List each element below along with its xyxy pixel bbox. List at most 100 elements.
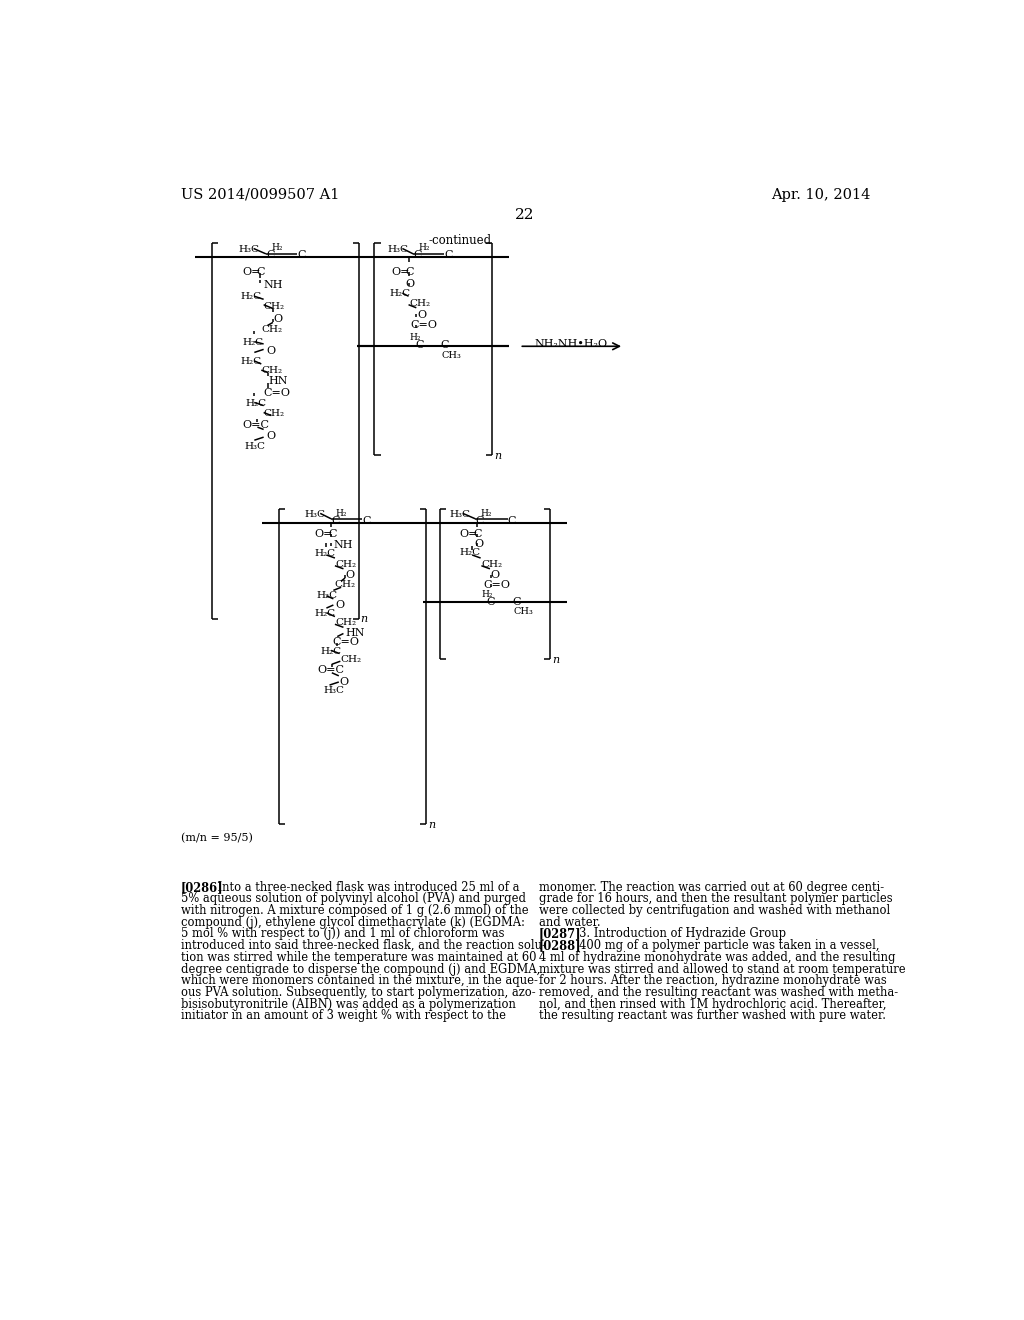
Text: O: O <box>266 430 275 441</box>
Text: C: C <box>475 516 483 525</box>
Text: grade for 16 hours, and then the resultant polymer particles: grade for 16 hours, and then the resulta… <box>539 892 892 906</box>
Text: n: n <box>360 614 368 624</box>
Text: CH₂: CH₂ <box>335 618 356 627</box>
Text: O: O <box>490 570 500 581</box>
Text: H₂: H₂ <box>481 590 493 598</box>
Text: 5 mol % with respect to (j)) and 1 ml of chloroform was: 5 mol % with respect to (j)) and 1 ml of… <box>180 928 504 940</box>
Text: with nitrogen. A mixture composed of 1 g (2.6 mmol) of the: with nitrogen. A mixture composed of 1 g… <box>180 904 528 917</box>
Text: nol, and then rinsed with 1M hydrochloric acid. Thereafter,: nol, and then rinsed with 1M hydrochlori… <box>539 998 886 1011</box>
Text: bisisobutyronitrile (AIBN) was added as a polymerization: bisisobutyronitrile (AIBN) was added as … <box>180 998 515 1011</box>
Text: HN: HN <box>268 376 288 387</box>
Text: H₂C: H₂C <box>314 549 335 558</box>
Text: H₂: H₂ <box>271 243 283 252</box>
Text: NH₂NH•H₂O: NH₂NH•H₂O <box>535 339 608 348</box>
Text: C: C <box>414 249 422 260</box>
Text: C: C <box>266 249 274 260</box>
Text: CH₂: CH₂ <box>410 300 430 309</box>
Text: HN: HN <box>345 628 365 638</box>
Text: C=O: C=O <box>410 321 437 330</box>
Text: H₂C: H₂C <box>241 358 261 366</box>
Text: 400 mg of a polymer particle was taken in a vessel,: 400 mg of a polymer particle was taken i… <box>564 940 880 952</box>
Text: 3. Introduction of Hydrazide Group: 3. Introduction of Hydrazide Group <box>564 928 786 940</box>
Text: for 2 hours. After the reaction, hydrazine monohydrate was: for 2 hours. After the reaction, hydrazi… <box>539 974 887 987</box>
Text: [0288]: [0288] <box>539 940 582 952</box>
Text: H₃C: H₃C <box>324 686 344 694</box>
Text: H₂: H₂ <box>480 508 493 517</box>
Text: ous PVA solution. Subsequently, to start polymerization, azo-: ous PVA solution. Subsequently, to start… <box>180 986 536 999</box>
Text: O=: O= <box>460 529 478 539</box>
Text: H₂: H₂ <box>336 508 347 517</box>
Text: C: C <box>512 597 521 606</box>
Text: H₂C: H₂C <box>241 293 261 301</box>
Text: H₂C: H₂C <box>243 338 264 347</box>
Text: CH₂: CH₂ <box>263 302 285 312</box>
Text: Into a three-necked flask was introduced 25 ml of a: Into a three-necked flask was introduced… <box>206 880 520 894</box>
Text: H₃C: H₃C <box>388 244 409 253</box>
Text: C: C <box>508 516 516 525</box>
Text: O=C: O=C <box>317 665 345 675</box>
Text: H₂: H₂ <box>410 333 421 342</box>
Text: H₃C: H₃C <box>239 244 260 253</box>
Text: C: C <box>486 597 496 606</box>
Text: C=O: C=O <box>483 579 511 590</box>
Text: C: C <box>406 267 414 277</box>
Text: removed, and the resulting reactant was washed with metha-: removed, and the resulting reactant was … <box>539 986 898 999</box>
Text: H₂C: H₂C <box>390 289 411 298</box>
Text: compound (j), ethylene glycol dimethacrylate (k) (EGDMA:: compound (j), ethylene glycol dimethacry… <box>180 916 524 929</box>
Text: O: O <box>266 346 275 356</box>
Text: the resulting reactant was further washed with pure water.: the resulting reactant was further washe… <box>539 1010 886 1023</box>
Text: O: O <box>345 570 354 581</box>
Text: C=O: C=O <box>263 388 291 397</box>
Text: O: O <box>406 279 415 289</box>
Text: NH: NH <box>334 540 353 549</box>
Text: [0287]: [0287] <box>539 928 582 940</box>
Text: C=O: C=O <box>333 638 359 647</box>
Text: H₃C: H₃C <box>305 511 326 519</box>
Text: C: C <box>328 529 337 539</box>
Text: O=: O= <box>243 267 261 277</box>
Text: -continued: -continued <box>429 234 492 247</box>
Text: O: O <box>340 677 349 686</box>
Text: and water.: and water. <box>539 916 600 929</box>
Text: CH₂: CH₂ <box>340 655 361 664</box>
Text: CH₃: CH₃ <box>513 607 534 616</box>
Text: CH₃: CH₃ <box>442 351 462 360</box>
Text: CH₂: CH₂ <box>263 409 285 417</box>
Text: C: C <box>474 529 482 539</box>
Text: n: n <box>552 655 559 665</box>
Text: H₂C: H₂C <box>460 548 481 557</box>
Text: O=: O= <box>391 267 410 277</box>
Text: C: C <box>297 249 305 260</box>
Text: O=: O= <box>314 529 333 539</box>
Text: O: O <box>474 539 483 549</box>
Text: CH₂: CH₂ <box>335 560 356 569</box>
Text: were collected by centrifugation and washed with methanol: were collected by centrifugation and was… <box>539 904 890 917</box>
Text: n: n <box>428 820 435 830</box>
Text: H₂C: H₂C <box>321 647 341 656</box>
Text: H₃C: H₃C <box>245 442 265 450</box>
Text: which were monomers contained in the mixture, in the aque-: which were monomers contained in the mix… <box>180 974 538 987</box>
Text: Apr. 10, 2014: Apr. 10, 2014 <box>771 187 870 202</box>
Text: H₂: H₂ <box>419 243 430 252</box>
Text: n: n <box>494 451 501 461</box>
Text: 22: 22 <box>515 209 535 223</box>
Text: C: C <box>257 267 265 277</box>
Text: CH₂: CH₂ <box>334 581 355 589</box>
Text: US 2014/0099507 A1: US 2014/0099507 A1 <box>180 187 339 202</box>
Text: monomer. The reaction was carried out at 60 degree centi-: monomer. The reaction was carried out at… <box>539 880 884 894</box>
Text: O: O <box>273 314 282 323</box>
Text: NH: NH <box>263 280 283 290</box>
Text: 5% aqueous solution of polyvinyl alcohol (PVA) and purged: 5% aqueous solution of polyvinyl alcohol… <box>180 892 525 906</box>
Text: H₂C: H₂C <box>314 609 335 618</box>
Text: tion was stirred while the temperature was maintained at 60: tion was stirred while the temperature w… <box>180 950 537 964</box>
Text: H₂C: H₂C <box>316 591 338 601</box>
Text: mixture was stirred and allowed to stand at room temperature: mixture was stirred and allowed to stand… <box>539 962 905 975</box>
Text: H₂C: H₂C <box>246 400 267 408</box>
Text: (m/n = 95/5): (m/n = 95/5) <box>180 833 253 843</box>
Text: [0286]: [0286] <box>180 880 223 894</box>
Text: C: C <box>362 516 371 525</box>
Text: O=C: O=C <box>243 420 269 430</box>
Text: H₃C: H₃C <box>450 511 471 519</box>
Text: introduced into said three-necked flask, and the reaction solu-: introduced into said three-necked flask,… <box>180 940 546 952</box>
Text: initiator in an amount of 3 weight % with respect to the: initiator in an amount of 3 weight % wit… <box>180 1010 506 1023</box>
